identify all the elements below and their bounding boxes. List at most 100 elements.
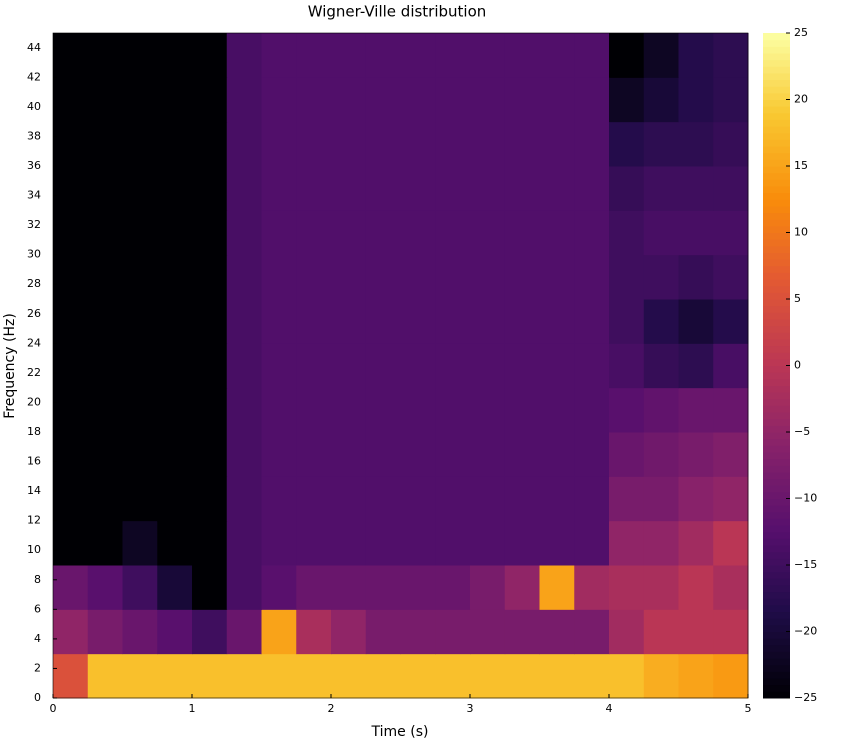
y-tick-label: 40 [27,100,41,113]
colorbar-segment [763,325,790,333]
heatmap-cell [435,33,471,78]
heatmap-cell [53,565,89,610]
colorbar-segment [763,279,790,287]
colorbar-segment [763,458,790,466]
heatmap-cell [226,166,262,211]
y-tick-label: 18 [27,425,41,438]
heatmap-cell [539,565,575,610]
y-tick-label: 34 [27,189,41,202]
colorbar-segment [763,498,790,506]
heatmap-cell [87,476,123,522]
heatmap-cell [261,33,297,78]
heatmap-cell [643,33,679,78]
heatmap-cell [504,254,540,300]
heatmap-cell [435,476,471,522]
colorbar-segment [763,265,790,273]
x-tick-label: 4 [606,702,613,715]
heatmap-cell [609,166,645,211]
heatmap-cell [539,476,575,522]
heatmap-cell [122,210,158,256]
heatmap-cell [122,653,158,699]
heatmap-cell [157,210,193,256]
heatmap-cell [157,565,193,610]
colorbar-segment [763,79,790,87]
heatmap-cell [643,387,679,433]
heatmap-cell [678,520,714,566]
heatmap-cell [574,299,610,344]
heatmap-cell [331,33,367,78]
heatmap-cell [87,121,123,167]
heatmap-cell [365,33,401,78]
heatmap-cell [609,210,645,256]
heatmap-cell [470,432,506,477]
heatmap-cell [678,166,714,211]
heatmap-cell [192,33,228,78]
colorbar-segment [763,139,790,147]
x-tick-label: 5 [745,702,752,715]
heatmap-cell [713,343,749,389]
colorbar-segment [763,59,790,67]
heatmap-cell [331,609,367,655]
heatmap-cell [296,254,332,300]
heatmap-cell [331,254,367,300]
colorbar-segment [763,451,790,460]
colorbar-segment [763,112,790,120]
heatmap-cell [539,609,575,655]
heatmap-cell [609,520,645,566]
heatmap-cell [122,609,158,655]
heatmap-cell [400,254,436,300]
colorbar-tick-label: −25 [794,691,817,704]
heatmap-cell [122,33,158,78]
heatmap-cell [609,77,645,123]
colorbar-segment [763,232,790,240]
heatmap-cell [539,77,575,123]
heatmap-cell [296,166,332,211]
heatmap-cell [331,210,367,256]
heatmap-cell [53,432,89,477]
x-tick-label: 1 [189,702,196,715]
heatmap-cell [713,210,749,256]
heatmap-cell [53,520,89,566]
heatmap-cell [122,432,158,477]
heatmap-cell [678,476,714,522]
heatmap-cell [53,609,89,655]
heatmap-cell [574,343,610,389]
heatmap-cell [192,476,228,522]
heatmap-cell [192,609,228,655]
heatmap-cell [539,33,575,78]
heatmap-cell [643,210,679,256]
heatmap-cell [643,653,679,699]
heatmap-cell [678,299,714,344]
heatmap-cell [713,387,749,433]
heatmap-cell [504,343,540,389]
heatmap-cell [435,565,471,610]
heatmap-cell [713,520,749,566]
colorbar-segment [763,299,790,307]
heatmap-cell [435,210,471,256]
colorbar-segment [763,212,790,220]
heatmap-cell [296,432,332,477]
heatmap-cell [53,254,89,300]
colorbar-segment [763,192,790,200]
colorbar-segment [763,565,790,573]
heatmap-cell [470,387,506,433]
heatmap-cell [609,33,645,78]
heatmap-cell [226,121,262,167]
y-tick-label: 16 [27,455,41,468]
heatmap-cell [261,653,297,699]
colorbar-segment [763,345,790,353]
colorbar-segment [763,638,790,646]
heatmap-cell [226,254,262,300]
heatmap-cell [296,299,332,344]
colorbar-segment [763,432,790,440]
colorbar-segment [763,239,790,247]
colorbar-segment [763,478,790,486]
heatmap-cell [192,254,228,300]
colorbar-segment [763,578,790,586]
colorbar-segment [763,644,790,652]
colorbar-segment [763,92,790,100]
colorbar-segment [763,392,790,400]
colorbar-segment [763,52,790,61]
colorbar-segment [763,305,790,313]
colorbar-segment [763,205,790,214]
